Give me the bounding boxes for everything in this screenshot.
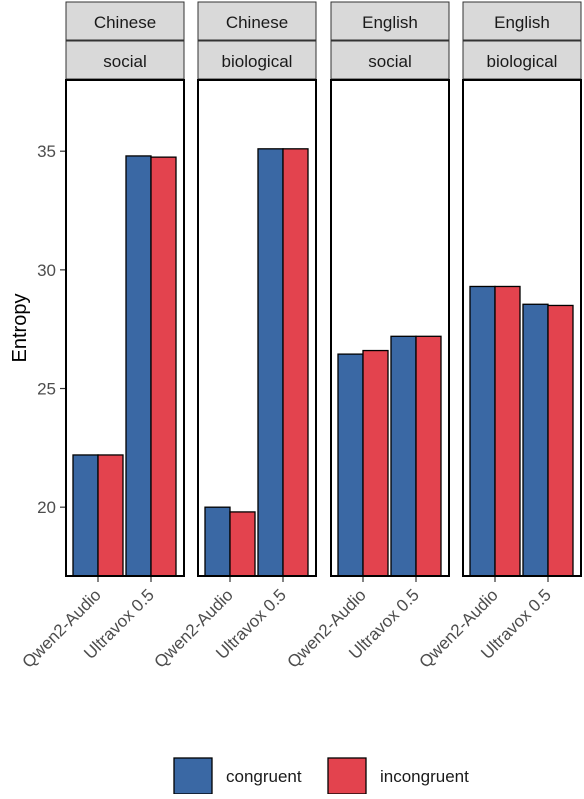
bar-congruent (522, 303, 549, 577)
facet-strip-category-label: social (103, 52, 146, 71)
facet-strip-language-label: English (494, 13, 550, 32)
facet-strip-language (65, 1, 185, 41)
facet-strip-category-label: biological (487, 52, 558, 71)
y-tick-label: 30 (37, 261, 56, 280)
legend-swatch-incongruent (327, 757, 367, 795)
panel-border (197, 79, 317, 577)
bar-congruent (204, 506, 231, 577)
facet-strip-language-label: Chinese (226, 13, 288, 32)
facet-strip-language (197, 1, 317, 41)
y-axis-label: Entropy (9, 294, 31, 363)
bar-incongruent (150, 156, 177, 577)
facet-strip-category-label: social (368, 52, 411, 71)
bar-congruent (469, 285, 496, 577)
bar-incongruent (282, 148, 309, 577)
facet-strip-category-label: biological (222, 52, 293, 71)
legend-label-incongruent: incongruent (380, 767, 469, 786)
bar-congruent (125, 155, 152, 577)
panel-border (330, 79, 450, 577)
bar-congruent (72, 454, 99, 577)
y-tick-label: 25 (37, 380, 56, 399)
y-tick-label: 35 (37, 142, 56, 161)
bar-incongruent (229, 511, 256, 577)
legend-label-congruent: congruent (226, 767, 302, 786)
bar-incongruent (494, 285, 521, 577)
bar-incongruent (362, 349, 389, 577)
bar-congruent (390, 335, 417, 577)
facet-strip-category (462, 40, 582, 80)
legend-swatch-congruent (173, 757, 213, 795)
facet-strip-language (330, 1, 450, 41)
panel-border (462, 79, 582, 577)
panel-border (65, 79, 185, 577)
facet-strip-language (462, 1, 582, 41)
bar-incongruent (415, 335, 442, 577)
facet-strip-category (330, 40, 450, 80)
bar-incongruent (547, 304, 574, 577)
bar-incongruent (97, 454, 124, 577)
y-tick-label: 20 (37, 498, 56, 517)
facet-strip-language-label: Chinese (94, 13, 156, 32)
bar-congruent (257, 148, 284, 577)
bar-congruent (337, 353, 364, 577)
facet-strip-language-label: English (362, 13, 418, 32)
